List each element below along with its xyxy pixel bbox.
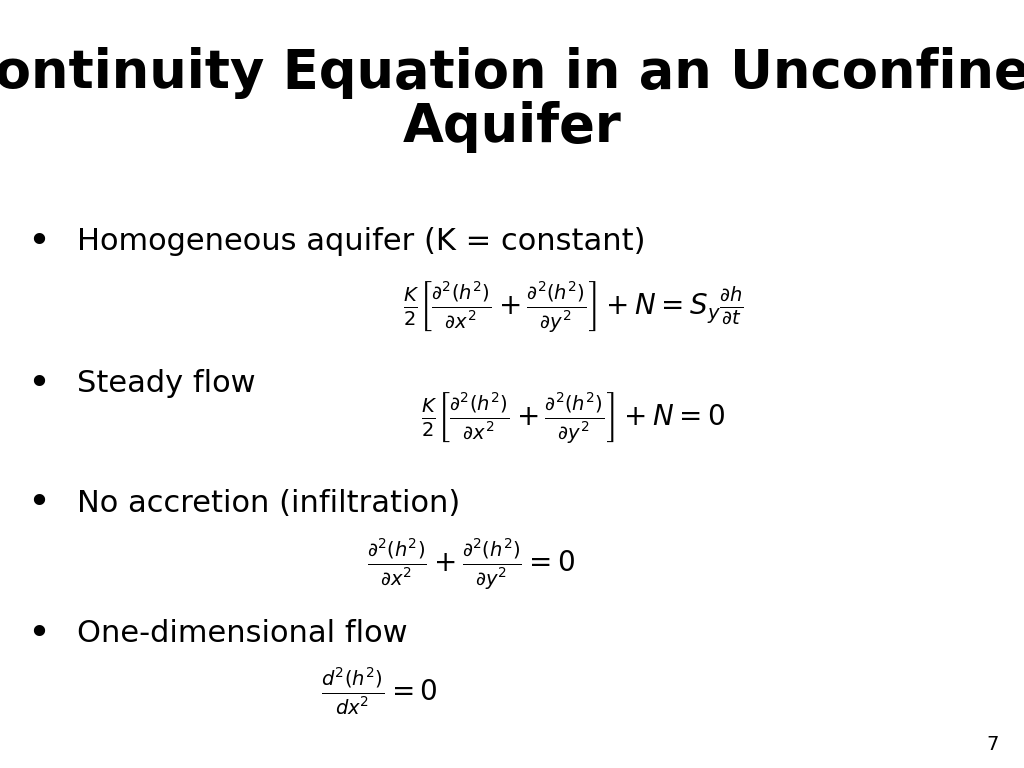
Text: Steady flow: Steady flow [77, 369, 255, 399]
Text: $\frac{K}{2}\left[\frac{\partial^2(h^2)}{\partial x^2} + \frac{\partial^2(h^2)}{: $\frac{K}{2}\left[\frac{\partial^2(h^2)}… [421, 391, 726, 446]
Text: •: • [28, 484, 50, 522]
Text: $\frac{d^2(h^2)}{dx^2} = 0$: $\frac{d^2(h^2)}{dx^2} = 0$ [321, 665, 437, 717]
Text: One-dimensional flow: One-dimensional flow [77, 619, 408, 648]
Text: Continuity Equation in an Unconfined: Continuity Equation in an Unconfined [0, 47, 1024, 99]
Text: $\frac{K}{2}\left[\frac{\partial^2(h^2)}{\partial x^2} + \frac{\partial^2(h^2)}{: $\frac{K}{2}\left[\frac{\partial^2(h^2)}… [403, 280, 743, 335]
Text: $\frac{\partial^2(h^2)}{\partial x^2} + \frac{\partial^2(h^2)}{\partial y^2} = 0: $\frac{\partial^2(h^2)}{\partial x^2} + … [367, 537, 575, 592]
Text: Aquifer: Aquifer [402, 101, 622, 153]
Text: Homogeneous aquifer (K = constant): Homogeneous aquifer (K = constant) [77, 227, 645, 257]
Text: •: • [28, 614, 50, 653]
Text: No accretion (infiltration): No accretion (infiltration) [77, 488, 460, 518]
Text: •: • [28, 223, 50, 261]
Text: •: • [28, 365, 50, 403]
Text: 7: 7 [986, 735, 998, 754]
